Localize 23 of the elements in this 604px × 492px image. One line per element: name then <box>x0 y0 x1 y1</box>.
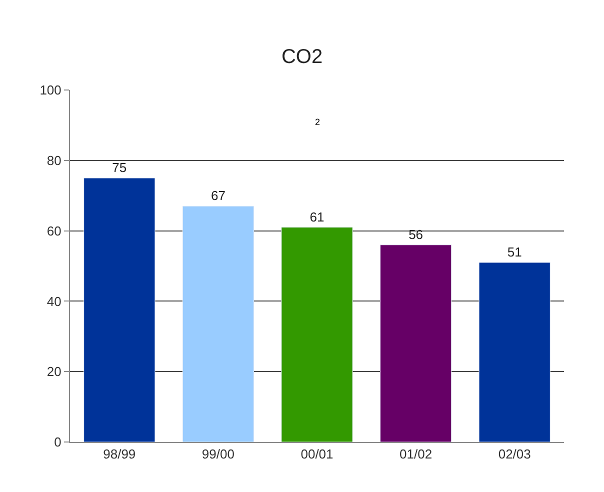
bar <box>380 244 452 442</box>
x-tick-label: 02/03 <box>498 446 531 462</box>
x-tick-label: 00/01 <box>300 446 334 462</box>
data-label: 56 <box>408 226 424 242</box>
bar <box>84 178 156 442</box>
x-tick-label: 98/99 <box>103 446 136 462</box>
y-tick-label: 100 <box>40 82 62 98</box>
x-tick-label: 01/02 <box>400 446 432 462</box>
y-tick-label: 40 <box>46 294 62 309</box>
data-label: 75 <box>112 160 127 175</box>
x-tick-label: 99/00 <box>202 446 234 462</box>
y-tick-label: 0 <box>54 434 62 450</box>
data-label: 51 <box>507 244 522 260</box>
y-tick-label: 60 <box>46 223 62 238</box>
data-label: 67 <box>210 188 226 204</box>
data-label: 61 <box>310 209 324 224</box>
chart-title: CO2 <box>281 46 323 68</box>
bar <box>478 262 550 442</box>
bar <box>182 206 254 442</box>
y-tick-label: 80 <box>46 152 62 168</box>
y-tick-label: 20 <box>46 364 62 380</box>
annotation: 2 <box>315 117 320 127</box>
bar <box>281 227 353 442</box>
